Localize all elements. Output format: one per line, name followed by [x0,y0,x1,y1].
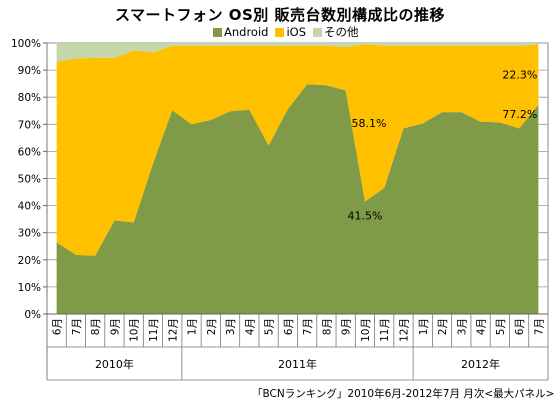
data-labels: 58.1% 41.5% 22.3% 77.2% [347,68,537,222]
x-tick-label: 8月 [90,318,102,335]
x-tick-label: 6月 [283,318,295,335]
y-tick-label: 80% [18,92,41,104]
x-tick-label: 4月 [244,318,256,335]
x-tick-label: 1月 [187,318,199,335]
x-tick-label: 8月 [321,318,333,335]
area-android [56,84,539,314]
axes: 0% 10% 20% 30% 40% 50% 60% 70% 80% 90% 100% 6月 7月 8月 9… [11,38,549,381]
x-tick-label: 9月 [109,318,121,335]
legend-swatch-ios [275,27,285,37]
data-label: 22.3% [502,68,537,81]
year-label: 2012年 [461,357,500,371]
y-tick-label: 60% [18,146,41,158]
y-tick-label: 50% [18,174,41,186]
x-tick-label: 3月 [456,318,468,335]
legend-swatch-android [213,27,222,37]
x-tick-label: 6月 [514,318,526,335]
x-tick-label: 11月 [148,318,160,342]
x-tick-label: 5月 [264,318,276,335]
series-areas [56,43,539,314]
legend-item-other: その他 [313,24,359,40]
x-tick-label: 5月 [495,318,507,335]
x-tick-label: 3月 [225,318,237,335]
data-label: 41.5% [347,210,382,223]
y-tick-label: 20% [18,255,41,267]
legend: Android iOS その他 [213,24,359,40]
x-tick-label: 10月 [129,318,141,342]
legend-item-android: Android [213,25,268,39]
y-tick-label: 70% [18,119,41,131]
x-tick-label: 7月 [533,318,545,335]
legend-swatch-other [313,27,323,37]
x-tick-label: 2月 [437,318,449,335]
year-label: 2011年 [278,357,317,371]
area-other [56,43,539,62]
x-tick-label: 11月 [379,318,391,342]
x-tick-label: 7月 [302,318,314,335]
chart-title: スマートフォン OS別 販売台数別構成比の推移 [114,6,446,24]
y-tick-label: 0% [24,309,41,321]
x-tick-label: 12月 [398,318,410,342]
y-tick-label: 10% [18,282,41,294]
data-label: 77.2% [502,108,537,121]
x-tick-label: 4月 [476,318,488,335]
legend-label-ios: iOS [286,25,307,39]
area-ios [56,44,539,256]
x-tick-label: 9月 [341,318,353,335]
y-tick-label: 90% [18,65,41,77]
y-tick-label: 100% [11,38,41,50]
source-note: 「BCNランキング」2010年6月-2012年7月 月次<最大パネル> [252,388,555,400]
legend-item-ios: iOS [275,25,306,39]
x-tick-label: 12月 [167,318,179,342]
x-tick-label: 1月 [418,318,430,335]
y-tick-label: 30% [18,228,41,240]
x-tick-label: 7月 [71,318,83,335]
legend-label-android: Android [224,25,269,39]
legend-label-other: その他 [324,25,359,39]
x-tick-label: 6月 [52,318,64,335]
data-label: 58.1% [351,117,386,130]
x-tick-label: 10月 [360,318,372,342]
year-label: 2010年 [95,357,134,371]
x-tick-label: 2月 [206,318,218,335]
y-tick-label: 40% [18,201,41,213]
